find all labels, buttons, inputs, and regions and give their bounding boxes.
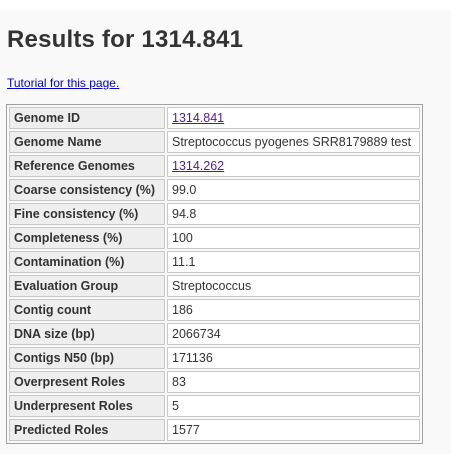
row-label: Contigs N50 (bp) (9, 347, 165, 369)
row-label: Fine consistency (%) (9, 203, 165, 225)
row-value: 100 (167, 227, 420, 249)
row-label: Underpresent Roles (9, 395, 165, 417)
table-row: Contigs N50 (bp) 171136 (9, 347, 420, 369)
row-value: Streptococcus (167, 275, 420, 297)
row-value: Streptococcus pyogenes SRR8179889 test (167, 131, 420, 153)
genome-link[interactable]: 1314.841 (172, 111, 225, 125)
row-label: Contamination (%) (9, 251, 165, 273)
tutorial-link[interactable]: Tutorial for this page. (7, 76, 120, 90)
table-row: Evaluation Group Streptococcus (9, 275, 420, 297)
genome-link[interactable]: 1314.262 (172, 159, 225, 173)
table-row: Predicted Roles 1577 (9, 419, 420, 441)
page-title: Results for 1314.841 (7, 26, 244, 53)
table-row: Reference Genomes 1314.262 (9, 155, 420, 177)
row-label: DNA size (bp) (9, 323, 165, 345)
table-row: DNA size (bp) 2066734 (9, 323, 420, 345)
row-value-cell: 1314.262 (167, 155, 420, 177)
top-band (0, 0, 451, 10)
table-row: Genome ID 1314.841 (9, 107, 420, 129)
row-value-cell: 1314.841 (167, 107, 420, 129)
table-row: Coarse consistency (%) 99.0 (9, 179, 420, 201)
row-value: 2066734 (167, 323, 420, 345)
row-value: 99.0 (167, 179, 420, 201)
table-row: Underpresent Roles 5 (9, 395, 420, 417)
row-value: 11.1 (167, 251, 420, 273)
row-value: 83 (167, 371, 420, 393)
row-label: Overpresent Roles (9, 371, 165, 393)
row-value: 171136 (167, 347, 420, 369)
row-value: 5 (167, 395, 420, 417)
row-label: Evaluation Group (9, 275, 165, 297)
row-value: 94.8 (167, 203, 420, 225)
table-row: Overpresent Roles 83 (9, 371, 420, 393)
results-table: Genome ID 1314.841 Genome Name Streptococcu… (6, 104, 423, 444)
table-row: Contig count 186 (9, 299, 420, 321)
table-row: Contamination (%) 11.1 (9, 251, 420, 273)
table-row: Genome Name Streptococcus pyogenes SRR817… (9, 131, 420, 153)
row-label: Genome Name (9, 131, 165, 153)
row-label: Coarse consistency (%) (9, 179, 165, 201)
table-row: Fine consistency (%) 94.8 (9, 203, 420, 225)
row-value: 1577 (167, 419, 420, 441)
row-label: Completeness (%) (9, 227, 165, 249)
row-label: Genome ID (9, 107, 165, 129)
row-label: Predicted Roles (9, 419, 165, 441)
results-table-body: Genome ID 1314.841 Genome Name Streptococcu… (9, 107, 420, 441)
row-label: Reference Genomes (9, 155, 165, 177)
row-value: 186 (167, 299, 420, 321)
table-row: Completeness (%) 100 (9, 227, 420, 249)
row-label: Contig count (9, 299, 165, 321)
